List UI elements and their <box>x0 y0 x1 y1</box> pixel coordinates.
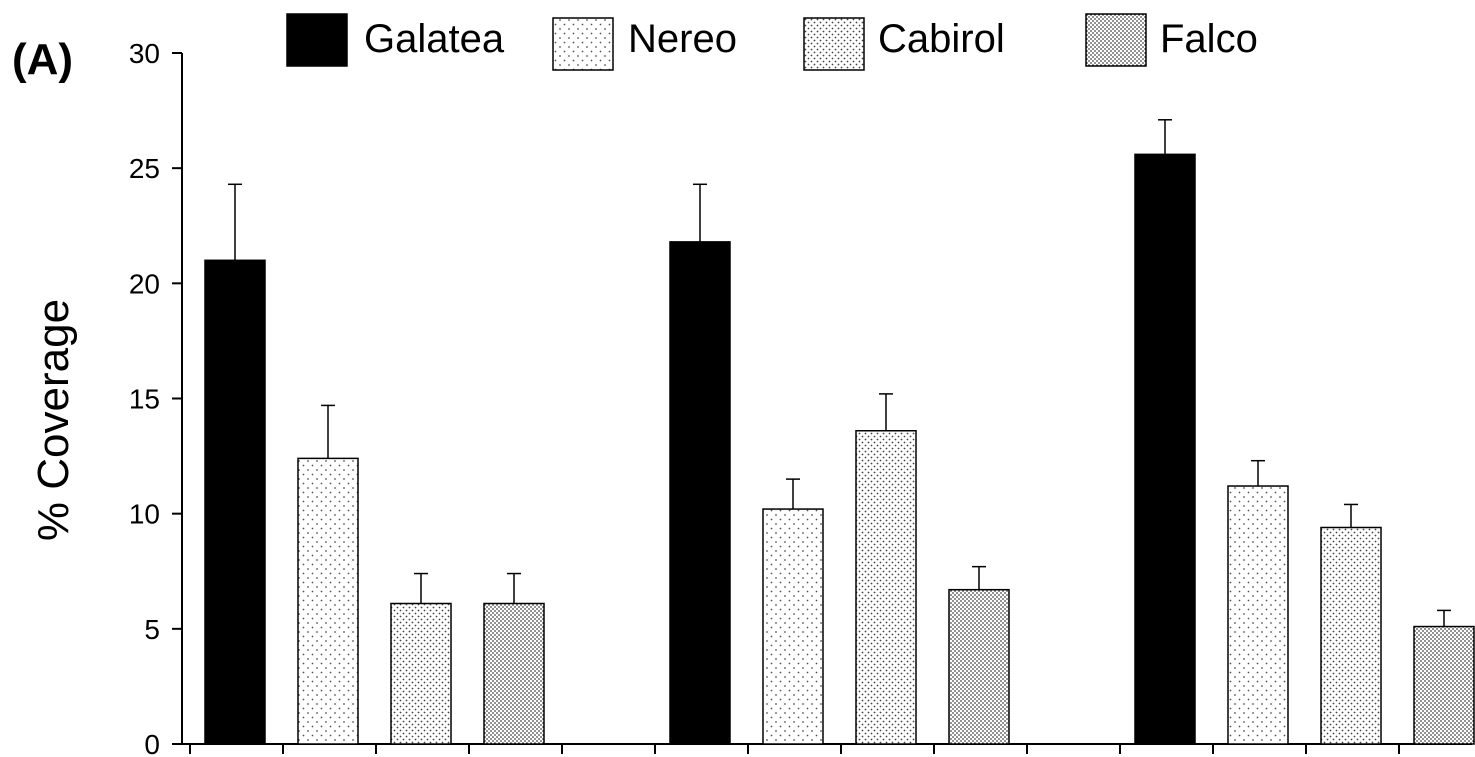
y-axis: 0 5 10 15 20 25 30 <box>129 38 183 757</box>
bar-cabirol-1 <box>390 602 452 745</box>
bar-galatea-3 <box>1134 153 1196 745</box>
legend-label-galatea: Galatea <box>364 17 505 61</box>
bar-cabirol-3 <box>1320 526 1382 745</box>
legend-label-cabirol: Cabirol <box>878 17 1005 61</box>
x-axis <box>182 743 1472 754</box>
legend-swatch-nereo <box>552 17 614 71</box>
bar-nereo-2 <box>762 508 824 745</box>
bar-falco-1 <box>483 602 545 745</box>
bar-falco-3 <box>1413 625 1475 745</box>
panel-label: (A) <box>12 35 73 84</box>
legend-label-nereo: Nereo <box>628 17 737 61</box>
legend: Galatea Nereo Cabirol Falco <box>286 13 1258 71</box>
legend-label-falco: Falco <box>1160 17 1258 61</box>
legend-swatch-galatea <box>286 13 348 67</box>
bar-falco-2 <box>948 588 1010 745</box>
legend-swatch-cabirol <box>803 17 865 71</box>
legend-swatch-falco <box>1085 13 1147 67</box>
y-axis-label: % Coverage <box>29 299 78 541</box>
y-tick-label: 0 <box>144 729 160 757</box>
bar-cabirol-2 <box>855 429 917 745</box>
bar-nereo-3 <box>1227 485 1289 745</box>
bar-galatea-2 <box>669 241 731 745</box>
bar-nereo-1 <box>297 457 359 745</box>
y-tick-label: 15 <box>129 384 160 415</box>
bars <box>204 119 1475 745</box>
y-tick-label: 25 <box>129 153 160 184</box>
y-tick-label: 20 <box>129 268 160 299</box>
bar-galatea-1 <box>204 259 266 745</box>
y-tick-label: 5 <box>144 614 160 645</box>
y-tick-label: 10 <box>129 499 160 530</box>
y-tick-label: 30 <box>129 38 160 69</box>
